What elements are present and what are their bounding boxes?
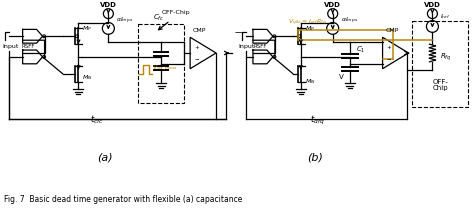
Text: V: V xyxy=(339,74,344,80)
Text: CMP: CMP xyxy=(192,28,206,33)
Bar xyxy=(138,24,184,103)
Text: $V_{qfix}=I_{ref}R_{fq}$: $V_{qfix}=I_{ref}R_{fq}$ xyxy=(288,18,327,28)
Text: CMP: CMP xyxy=(386,28,399,33)
Text: $\alpha I_{mps}$: $\alpha I_{mps}$ xyxy=(341,15,358,26)
Text: OFF-: OFF- xyxy=(432,78,448,84)
Text: (a): (a) xyxy=(98,152,113,162)
Text: −: − xyxy=(387,56,391,61)
Text: $\alpha I_{mps}$: $\alpha I_{mps}$ xyxy=(116,15,134,26)
Text: Chip: Chip xyxy=(433,85,448,91)
Text: $M_N$: $M_N$ xyxy=(305,77,315,86)
Text: +: + xyxy=(387,45,392,50)
Text: $t_{cfc}$: $t_{cfc}$ xyxy=(90,114,103,126)
Text: $I_{ref}$: $I_{ref}$ xyxy=(440,12,451,21)
Text: RSFF: RSFF xyxy=(22,44,36,49)
Text: $C_1$: $C_1$ xyxy=(356,45,365,55)
Text: $M_N$: $M_N$ xyxy=(82,73,93,82)
Text: +: + xyxy=(194,45,199,50)
Text: $C_{fc}$: $C_{fc}$ xyxy=(153,12,164,23)
Text: Input: Input xyxy=(3,44,19,49)
Text: OFF-Chip: OFF-Chip xyxy=(162,10,191,15)
Text: $R_{fq}$: $R_{fq}$ xyxy=(440,51,452,63)
Text: $V_{sw\_maxs}$: $V_{sw\_maxs}$ xyxy=(152,63,178,72)
Text: $M_P$: $M_P$ xyxy=(305,24,315,33)
Text: −: − xyxy=(194,56,199,61)
Text: VDD: VDD xyxy=(324,2,341,8)
Text: VDD: VDD xyxy=(100,2,117,8)
Text: (b): (b) xyxy=(307,152,323,162)
Bar xyxy=(412,20,468,107)
Text: $t_{drq}$: $t_{drq}$ xyxy=(310,114,325,127)
Text: $M_P$: $M_P$ xyxy=(82,24,92,33)
Text: VDD: VDD xyxy=(424,2,441,8)
Text: Fig. 7  Basic dead time generator with flexible (a) capacitance: Fig. 7 Basic dead time generator with fl… xyxy=(4,195,242,204)
Text: RSFF: RSFF xyxy=(253,44,267,49)
Text: Input: Input xyxy=(238,44,255,49)
Text: —: — xyxy=(235,28,243,37)
